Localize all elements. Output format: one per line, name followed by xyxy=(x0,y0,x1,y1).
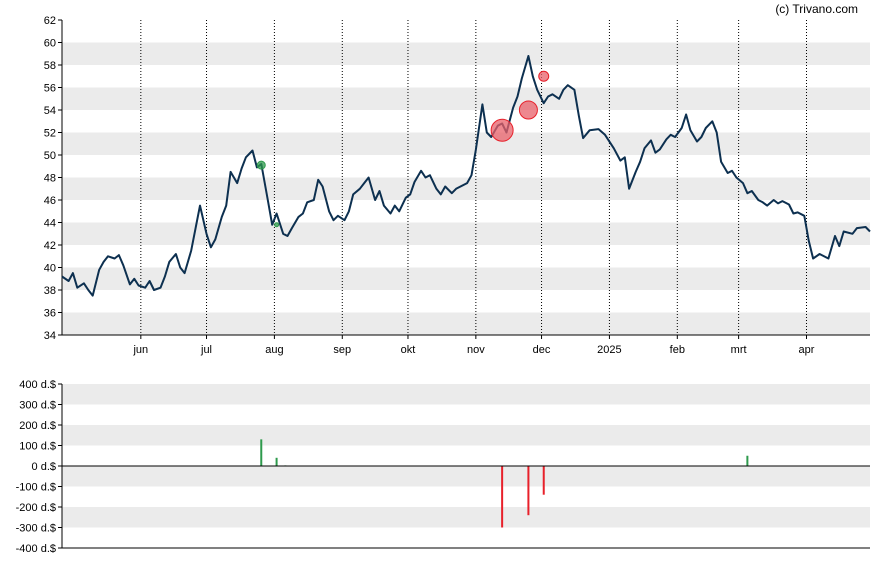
buy-volume-bar xyxy=(746,455,749,466)
volume-y-tick-label: -200 d.$ xyxy=(16,502,56,514)
x-tick-label: feb xyxy=(670,344,685,356)
y-tick-label: 48 xyxy=(44,173,56,185)
x-tick-label: nov xyxy=(467,344,485,356)
y-tick-label: 42 xyxy=(44,240,56,252)
y-tick-label: 40 xyxy=(44,263,56,275)
y-tick-label: 62 xyxy=(44,15,56,27)
volume-y-tick-label: 400 d.$ xyxy=(19,379,56,391)
volume-y-tick-label: 100 d.$ xyxy=(19,441,56,453)
price-line xyxy=(61,55,871,297)
credit-label: (c) Trivano.com xyxy=(775,2,858,16)
sell-marker xyxy=(538,70,550,82)
price-grid-band xyxy=(62,267,870,290)
x-tick-label: okt xyxy=(401,344,416,356)
sell-marker xyxy=(518,100,538,120)
buy-volume-bar xyxy=(275,457,278,466)
y-tick-label: 60 xyxy=(44,38,56,50)
sell-volume-bar xyxy=(527,466,530,516)
buy-volume-bar xyxy=(260,439,263,466)
x-tick-label: apr xyxy=(799,344,815,356)
y-tick-label: 56 xyxy=(44,83,56,95)
price-grid-band xyxy=(62,312,870,335)
y-tick-label: 46 xyxy=(44,195,56,207)
price-grid-band xyxy=(62,132,870,155)
volume-y-tick-label: 0 d.$ xyxy=(32,461,56,473)
volume-y-tick-label: 200 d.$ xyxy=(19,420,56,432)
volume-y-tick-label: -400 d.$ xyxy=(16,543,56,555)
x-tick-label: 2025 xyxy=(597,344,621,356)
price-grid-band xyxy=(62,222,870,245)
volume-grid-band xyxy=(62,425,870,446)
volume-grid-band xyxy=(62,507,870,528)
x-tick-label: mrt xyxy=(731,344,747,356)
volume-y-tick-label: 300 d.$ xyxy=(19,400,56,412)
x-tick-label: jun xyxy=(132,344,148,356)
sell-marker xyxy=(490,118,514,142)
y-tick-label: 52 xyxy=(44,128,56,140)
volume-grid-band xyxy=(62,384,870,405)
y-tick-label: 58 xyxy=(44,60,56,72)
x-tick-label: sep xyxy=(333,344,351,356)
price-grid-band xyxy=(62,87,870,110)
sell-volume-bar xyxy=(542,466,545,495)
volume-grid-band xyxy=(62,466,870,487)
price-grid-band xyxy=(62,42,870,65)
y-tick-label: 50 xyxy=(44,150,56,162)
buy-marker xyxy=(256,160,266,170)
x-tick-label: dec xyxy=(533,344,551,356)
y-tick-label: 54 xyxy=(44,105,56,117)
volume-y-tick-label: -100 d.$ xyxy=(16,482,56,494)
x-tick-label: aug xyxy=(265,344,283,356)
x-tick-label: jul xyxy=(200,344,212,356)
y-tick-label: 38 xyxy=(44,285,56,297)
sell-volume-bar xyxy=(501,466,504,528)
y-tick-label: 34 xyxy=(44,330,56,342)
y-tick-label: 44 xyxy=(44,218,56,230)
buy-marker xyxy=(274,222,280,228)
y-tick-label: 36 xyxy=(44,308,56,320)
price-grid-band xyxy=(62,177,870,200)
volume-y-tick-label: -300 d.$ xyxy=(16,523,56,535)
